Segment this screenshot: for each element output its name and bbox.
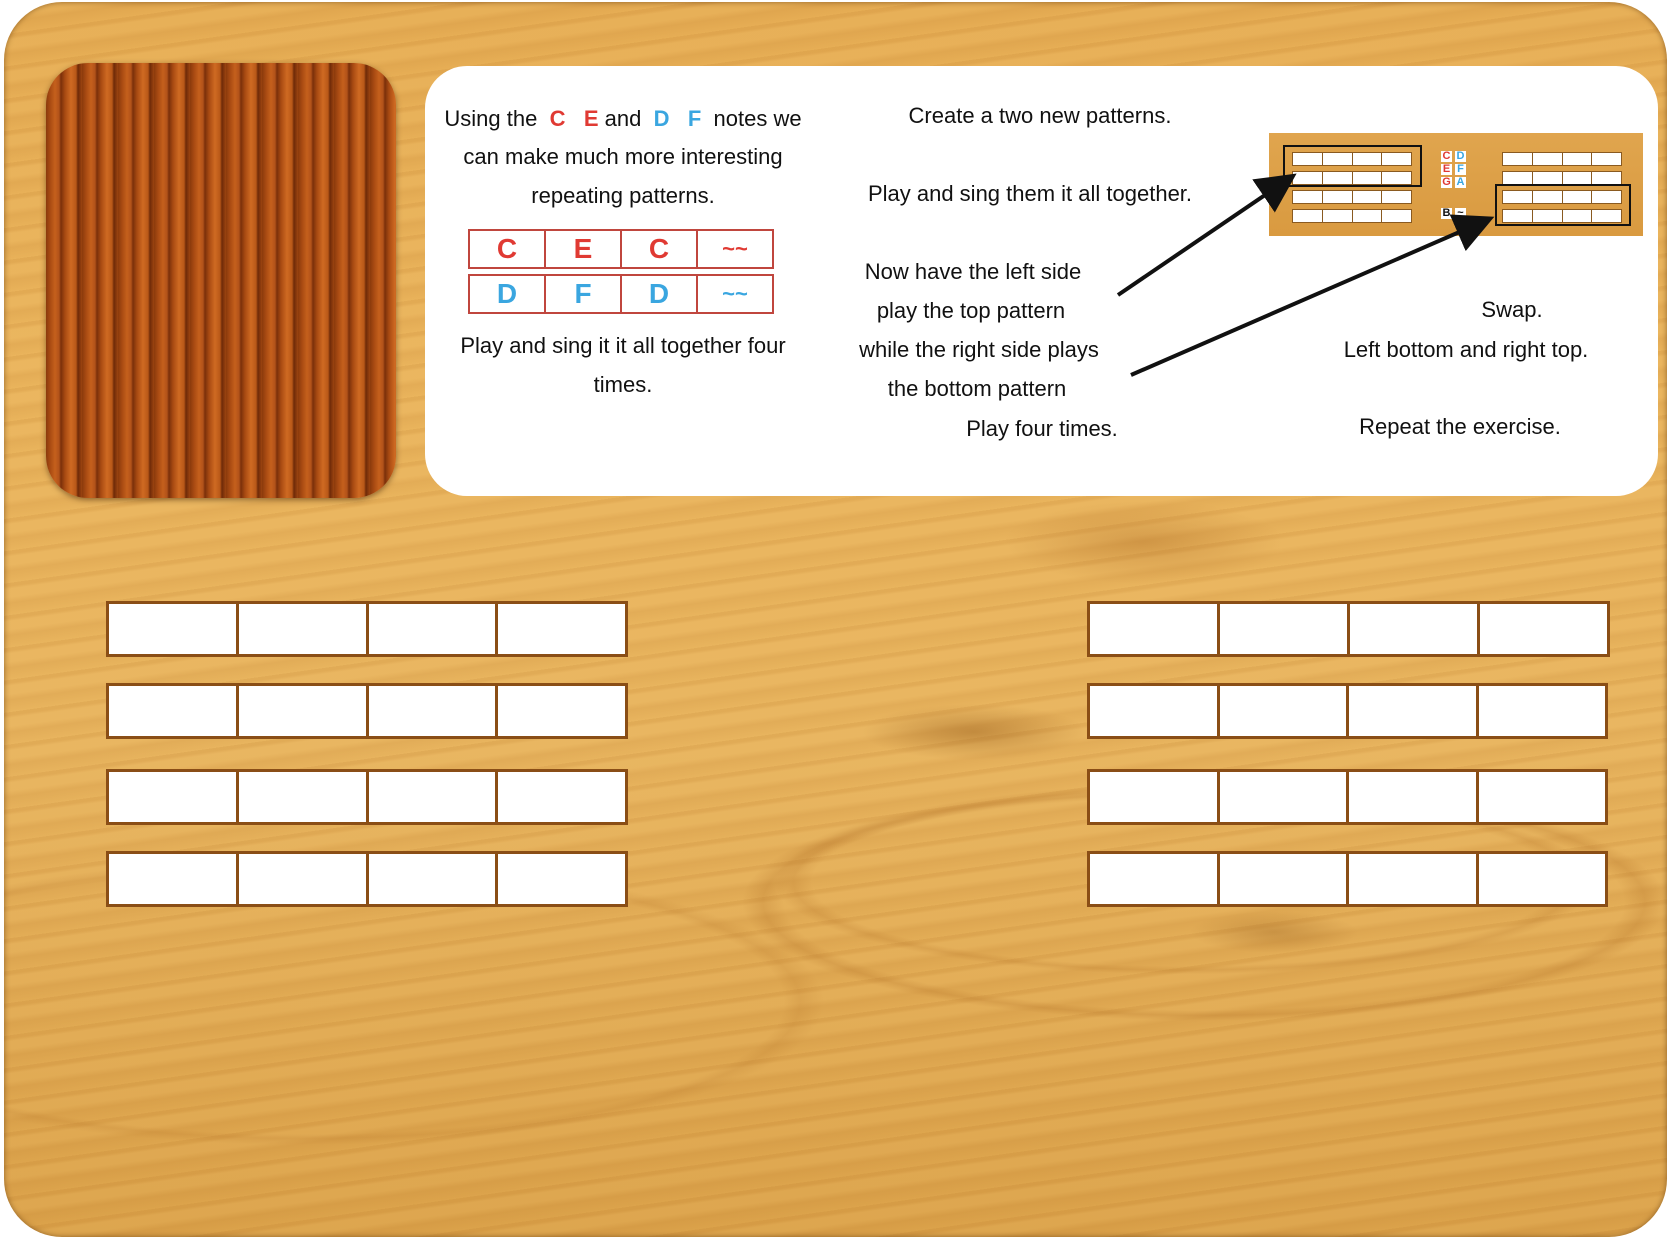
- thumb-note-b: B: [1441, 207, 1452, 219]
- grid-cell[interactable]: [498, 854, 625, 904]
- grid-cell[interactable]: [368, 686, 499, 736]
- thumb-note-d: D: [1455, 150, 1466, 162]
- pattern-table-bottom: D F D ~~: [468, 274, 774, 314]
- now-line-1: Now have the left side: [864, 259, 1082, 284]
- grid-cell[interactable]: [1219, 854, 1349, 904]
- grid-cell[interactable]: [238, 772, 369, 822]
- wood-veneer-image: [46, 63, 396, 498]
- thumb-row: [1502, 190, 1622, 204]
- grid-cell[interactable]: [109, 854, 239, 904]
- pattern-table-top: C E C ~~: [468, 229, 774, 269]
- grid-cell[interactable]: [1090, 854, 1220, 904]
- thumb-highlight-bottom-right: [1495, 184, 1631, 226]
- pattern-cell-rest: ~~: [696, 274, 774, 314]
- thumb-highlight-top-left: [1283, 145, 1422, 187]
- thumb-row: [1292, 190, 1412, 204]
- intro-line-1: Using the C E and D F notes we: [430, 99, 816, 138]
- note-c-label: C: [549, 106, 566, 131]
- grid-cell[interactable]: [238, 686, 369, 736]
- left-grid-row-3: [106, 769, 628, 825]
- grid-cell[interactable]: [109, 772, 239, 822]
- grid-cell[interactable]: [1090, 772, 1220, 822]
- play-line-1: Play and sing it it all together four: [460, 333, 786, 358]
- left-bottom-text: Left bottom and right top.: [1343, 337, 1589, 362]
- intro-line-3: repeating patterns.: [531, 183, 715, 208]
- grid-cell[interactable]: [109, 686, 239, 736]
- grid-cell[interactable]: [368, 772, 499, 822]
- grid-cell[interactable]: [368, 854, 499, 904]
- thumb-row: [1292, 152, 1412, 166]
- grid-cell[interactable]: [238, 854, 369, 904]
- thumb-note-f: F: [1455, 164, 1466, 175]
- grid-cell[interactable]: [1349, 854, 1479, 904]
- board-thumbnail-image: C D E F G A B ~: [1269, 133, 1643, 236]
- grid-cell[interactable]: [368, 604, 499, 654]
- thumb-note-g: G: [1441, 176, 1452, 188]
- thumb-note-a: A: [1455, 176, 1466, 188]
- right-grid-row-1: [1087, 601, 1610, 657]
- thumb-note-c: C: [1441, 150, 1452, 162]
- grid-cell[interactable]: [498, 686, 625, 736]
- thumb-row: [1502, 209, 1622, 223]
- pattern-cell: E: [544, 229, 622, 269]
- pattern-cell-rest: ~~: [696, 229, 774, 269]
- play-sing-text: Play and sing them it all together.: [867, 181, 1193, 206]
- grid-cell[interactable]: [1349, 686, 1479, 736]
- left-grid-row-2: [106, 683, 628, 739]
- grid-cell[interactable]: [1478, 772, 1605, 822]
- grid-cell[interactable]: [1349, 772, 1479, 822]
- thumb-row: [1502, 152, 1622, 166]
- grid-cell[interactable]: [109, 604, 239, 654]
- grid-cell[interactable]: [1219, 686, 1349, 736]
- now-line-2: play the top pattern: [876, 298, 1066, 323]
- swap-text: Swap.: [1481, 297, 1543, 322]
- left-grid-row-1: [106, 601, 628, 657]
- create-text: Create a two new patterns.: [908, 103, 1172, 128]
- intro-text: Using the: [444, 106, 538, 131]
- pattern-cell: F: [544, 274, 622, 314]
- repeat-text: Repeat the exercise.: [1359, 414, 1561, 439]
- pattern-cell: C: [468, 229, 546, 269]
- play-four-text: Play four times.: [966, 416, 1118, 441]
- thumb-row: [1502, 171, 1622, 185]
- grid-cell[interactable]: [238, 604, 369, 654]
- grid-cell[interactable]: [1478, 854, 1605, 904]
- grid-cell[interactable]: [1090, 604, 1220, 654]
- note-f-label: F: [687, 106, 702, 131]
- grid-cell[interactable]: [498, 604, 625, 654]
- intro-line-2: can make much more interesting: [463, 144, 783, 169]
- thumb-row: [1292, 171, 1412, 185]
- pattern-cell: C: [620, 229, 698, 269]
- note-d-label: D: [653, 106, 670, 131]
- grid-cell[interactable]: [1219, 772, 1349, 822]
- pattern-cell: D: [468, 274, 546, 314]
- now-line-3: while the right side plays: [859, 337, 1099, 362]
- note-e-label: E: [583, 106, 599, 131]
- now-line-4: the bottom pattern: [887, 376, 1067, 401]
- right-grid-row-4: [1087, 851, 1608, 907]
- grid-cell[interactable]: [1480, 604, 1607, 654]
- left-grid-row-4: [106, 851, 628, 907]
- play-line-2: times.: [593, 372, 653, 397]
- right-grid-row-3: [1087, 769, 1608, 825]
- grid-cell[interactable]: [1350, 604, 1480, 654]
- intro-text-end: notes we: [713, 106, 802, 131]
- thumb-note-e: E: [1441, 163, 1452, 175]
- pattern-cell: D: [620, 274, 698, 314]
- right-grid-row-2: [1087, 683, 1608, 739]
- thumb-note-rest: ~: [1455, 208, 1466, 219]
- grid-cell[interactable]: [1478, 686, 1605, 736]
- thumb-row: [1292, 209, 1412, 223]
- intro-and: and: [604, 106, 642, 131]
- grid-cell[interactable]: [1090, 686, 1220, 736]
- grid-cell[interactable]: [1220, 604, 1350, 654]
- grid-cell[interactable]: [498, 772, 625, 822]
